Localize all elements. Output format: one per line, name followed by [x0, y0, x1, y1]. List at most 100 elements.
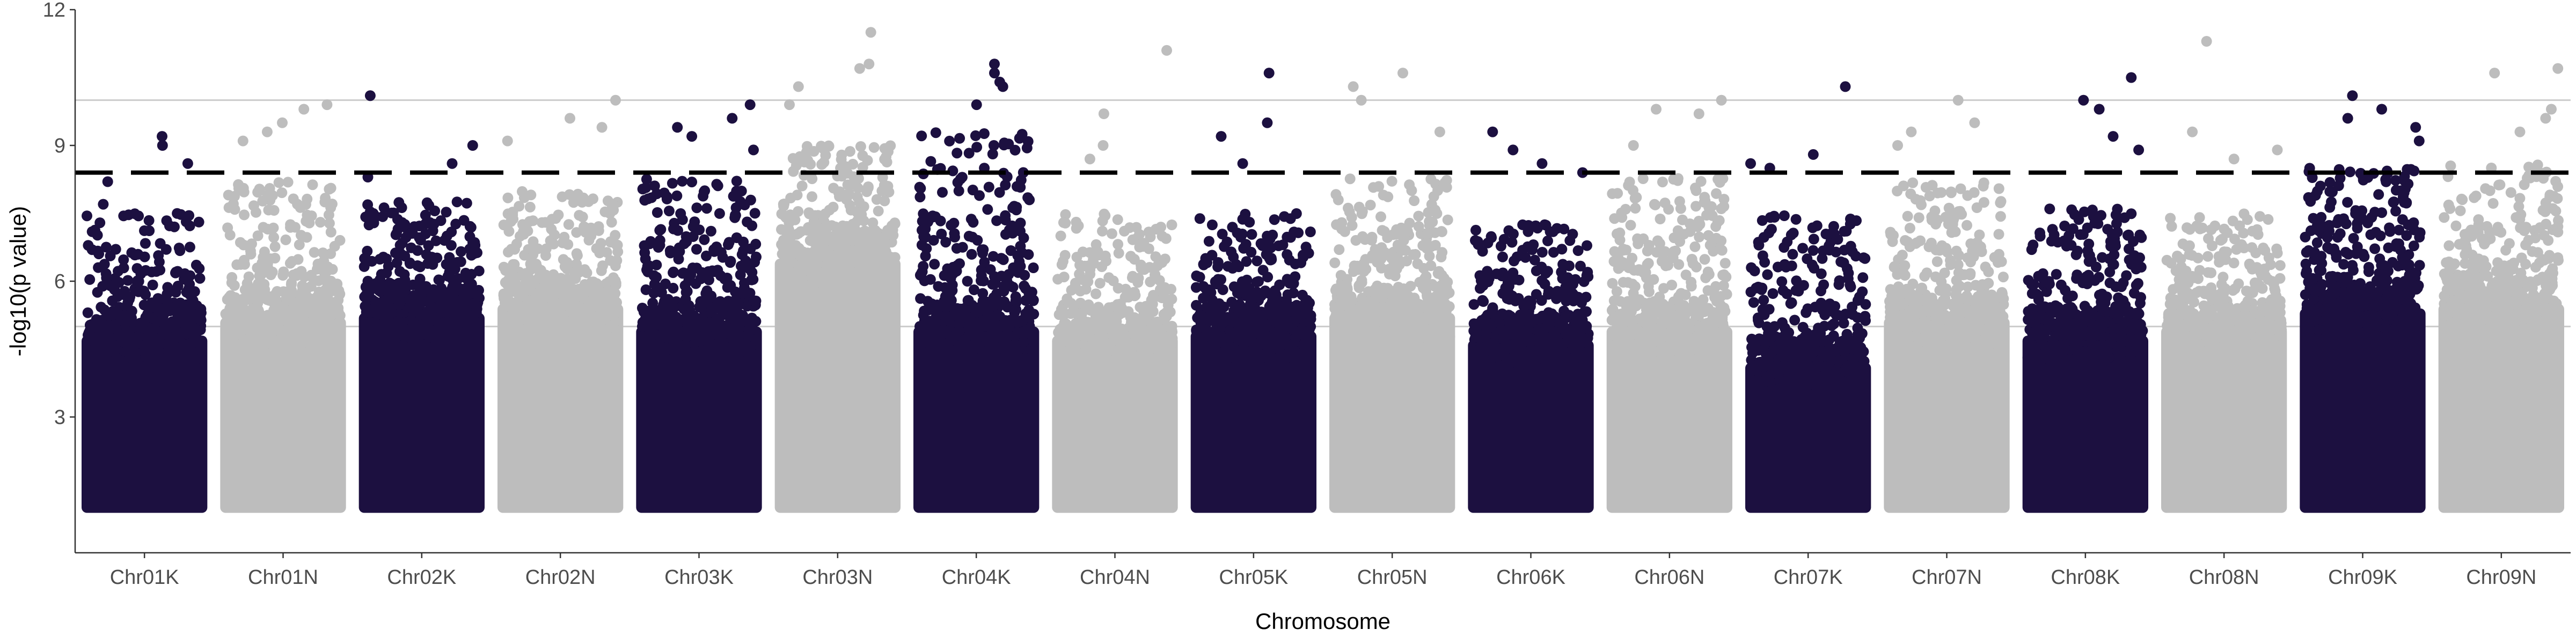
snp-point [1297, 289, 1308, 301]
snp-point [1166, 325, 1177, 336]
snp-point [1779, 341, 1790, 352]
snp-point [1718, 269, 1730, 280]
snp-point [588, 318, 599, 329]
snp-point [714, 208, 725, 219]
snp-point [449, 264, 460, 275]
snp-point [1136, 318, 1147, 330]
snp-point [1143, 226, 1154, 238]
top-hit-point [1651, 104, 1662, 115]
snp-point [138, 286, 150, 297]
snp-point [1580, 291, 1592, 303]
snp-point [252, 230, 264, 241]
snp-point [671, 190, 683, 201]
snp-point [263, 191, 274, 202]
snp-point [1692, 310, 1703, 321]
snp-point [983, 181, 994, 193]
snp-point [1357, 206, 1368, 217]
snp-point [1005, 280, 1016, 291]
snp-point [1088, 258, 1100, 269]
snp-point [1262, 352, 1273, 363]
snp-point [793, 273, 804, 284]
snp-point [1554, 352, 1565, 363]
snp-point [507, 207, 518, 218]
snp-point [1138, 307, 1150, 318]
snp-point [1073, 220, 1084, 231]
snp-point [1504, 294, 1515, 305]
snp-point [1674, 334, 1685, 345]
snp-point [918, 347, 929, 358]
snp-point [679, 280, 691, 291]
snp-point [324, 313, 335, 324]
snp-point [504, 263, 515, 274]
snp-point [1807, 245, 1819, 256]
snp-point [1690, 185, 1702, 196]
snp-point [1652, 346, 1664, 357]
snp-point [1558, 223, 1570, 235]
snp-point [313, 275, 324, 287]
snp-point [818, 157, 830, 168]
snp-point [1267, 229, 1278, 240]
snp-point [1194, 213, 1205, 224]
snp-point [597, 260, 608, 272]
snp-point [1657, 177, 1668, 188]
snp-point [362, 210, 374, 222]
snp-point [1568, 357, 1579, 369]
snp-point [828, 182, 839, 194]
snp-point [677, 175, 688, 187]
snp-point [781, 234, 793, 245]
snp-point [374, 254, 385, 265]
snp-point [122, 326, 133, 337]
snp-point [1234, 287, 1245, 298]
snp-point [1788, 228, 1799, 239]
snp-point [575, 303, 586, 314]
snp-point [793, 243, 804, 254]
snp-point [278, 266, 289, 277]
snp-point [1689, 241, 1701, 252]
snp-point [408, 317, 419, 328]
snp-point [1246, 229, 1257, 240]
snp-point [1375, 211, 1386, 222]
snp-point [1060, 217, 1071, 229]
snp-point [647, 330, 658, 341]
snp-point [605, 237, 616, 248]
snp-point [958, 311, 969, 323]
snp-point [727, 306, 738, 318]
snp-point [1329, 257, 1341, 268]
dense-point-cloud [358, 313, 485, 513]
snp-point [1643, 258, 1654, 269]
snp-point [1413, 210, 1424, 222]
snp-point [93, 262, 104, 273]
snp-point [1701, 333, 1713, 345]
snp-point [1817, 253, 1828, 264]
snp-point [1611, 286, 1622, 297]
snp-point [1412, 258, 1423, 269]
snp-point [445, 240, 457, 251]
snp-point [393, 197, 405, 208]
snp-point [1857, 272, 1869, 283]
snp-point [1113, 308, 1124, 319]
snp-point [1807, 222, 1818, 233]
snp-point [672, 225, 683, 236]
snp-point [504, 311, 515, 322]
snp-point [259, 246, 270, 258]
top-hit-point [1348, 81, 1359, 92]
snp-point [92, 354, 103, 365]
snp-point [420, 228, 431, 239]
snp-point [1356, 275, 1367, 286]
snp-point [1507, 229, 1519, 239]
snp-point [883, 186, 895, 197]
snp-point [118, 262, 129, 274]
snp-point [1851, 215, 1862, 226]
snp-point [1126, 272, 1138, 283]
snp-point [1194, 272, 1205, 283]
top-hit-point [748, 144, 759, 156]
snp-point [1672, 175, 1684, 186]
snp-point [1630, 203, 1641, 214]
snp-point [1161, 339, 1173, 350]
snp-point [641, 340, 653, 351]
snp-point [668, 267, 679, 279]
snp-point [235, 237, 246, 248]
snp-point [807, 191, 817, 202]
snp-point [686, 177, 698, 188]
snp-point [451, 196, 463, 208]
